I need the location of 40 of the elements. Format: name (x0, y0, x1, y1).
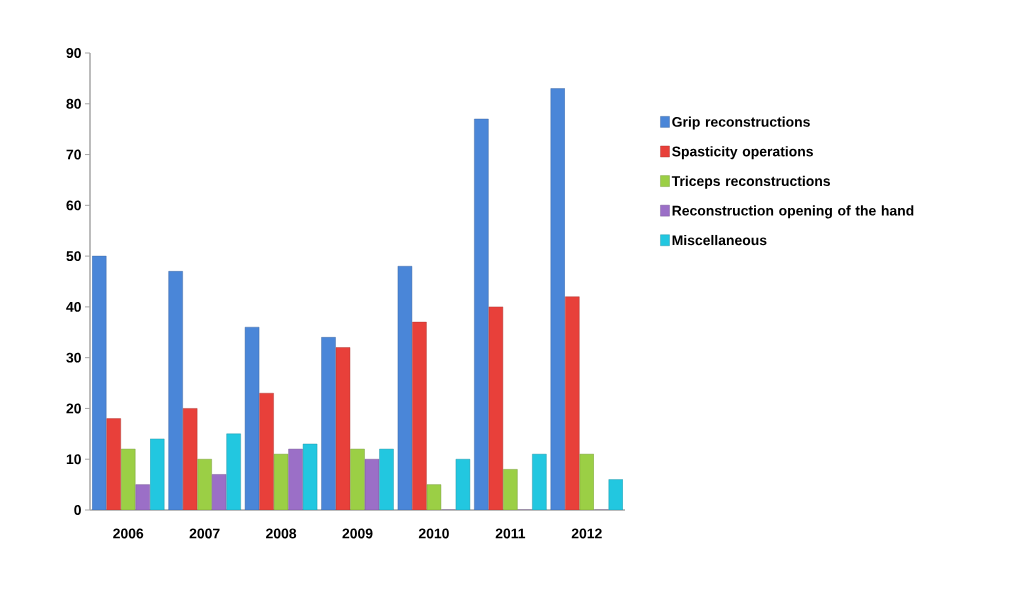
legend-label: Triceps reconstructions (671, 175, 831, 189)
y-tick-label: 50 (66, 251, 81, 262)
legend-label: Spasticity operations (672, 146, 813, 160)
bar (168, 271, 183, 510)
y-tick-label: 10 (66, 454, 81, 465)
bar (197, 459, 212, 510)
bar (288, 448, 303, 510)
y-tick-label: 30 (66, 352, 81, 363)
bar (121, 448, 136, 510)
x-tick-label: 2006 (113, 528, 144, 539)
x-tick-label: 2010 (418, 528, 449, 539)
bar (321, 337, 336, 510)
legend-label: Grip reconstructions (672, 116, 810, 130)
legend-label: Reconstruction opening of the hand (672, 205, 914, 219)
bar (412, 321, 427, 510)
bar (150, 438, 165, 510)
y-tick-label: 40 (66, 301, 81, 312)
y-tick-label: 70 (66, 149, 81, 160)
x-tick-label: 2012 (571, 528, 602, 539)
bar (379, 448, 394, 510)
y-tick-label: 90 (66, 48, 81, 58)
y-tick-label: 0 (74, 505, 81, 515)
x-tick-label: 2009 (342, 528, 373, 539)
y-tick-label: 60 (66, 200, 81, 211)
y-tick-label: 80 (66, 98, 81, 109)
bar (92, 255, 107, 510)
x-tick-label: 2008 (266, 528, 297, 539)
y-tick-label: 20 (66, 403, 81, 414)
bar (350, 448, 365, 510)
bar (565, 296, 580, 510)
x-tick-label: 2007 (189, 528, 220, 539)
bar (532, 453, 547, 510)
bar (474, 118, 489, 510)
x-tick-label: 2011 (495, 528, 526, 539)
bar (106, 418, 121, 510)
legend-label: Miscellaneous (672, 234, 767, 246)
bar (259, 393, 274, 510)
bar (550, 88, 565, 510)
bar (579, 453, 594, 510)
bar (226, 433, 241, 510)
